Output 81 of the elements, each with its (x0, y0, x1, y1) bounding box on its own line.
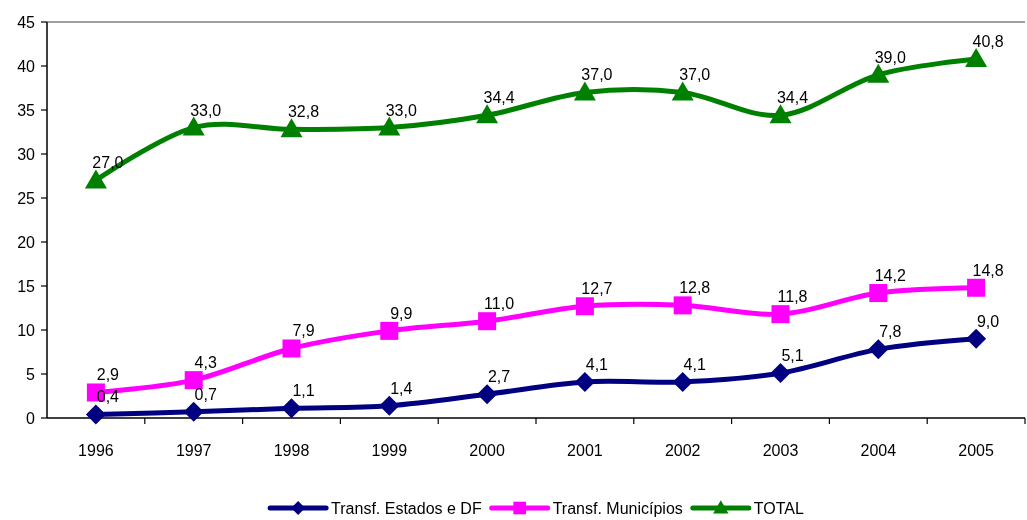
data-label: 5,1 (781, 347, 804, 365)
y-tick-label: 10 (17, 321, 36, 339)
legend-label: TOTAL (753, 499, 804, 517)
y-tick-label: 5 (26, 365, 36, 383)
data-label: 37,0 (581, 66, 613, 84)
data-label: 1,1 (292, 382, 315, 400)
data-label: 34,4 (776, 89, 809, 107)
point (281, 398, 302, 419)
data-label: 2,9 (96, 366, 120, 384)
y-tick-label: 20 (17, 233, 36, 251)
y-tick-label: 15 (17, 277, 36, 295)
data-label: 39,0 (874, 48, 906, 66)
point (184, 371, 203, 390)
y-tick-label: 35 (17, 101, 36, 119)
x-tick-label: 2001 (567, 441, 603, 459)
point (84, 169, 107, 189)
data-label: 33,0 (190, 101, 222, 119)
data-label: 32,8 (287, 103, 320, 121)
x-tick-label: 1997 (175, 441, 212, 459)
x-tick-label: 2004 (860, 441, 897, 459)
point (869, 284, 888, 303)
point (867, 63, 890, 83)
point (282, 339, 301, 358)
y-tick-label: 25 (17, 189, 36, 207)
legend-label: Transf. Estados e DF (331, 499, 482, 517)
x-tick-label: 2002 (664, 441, 701, 459)
point (477, 384, 498, 405)
point (85, 404, 106, 425)
point (183, 401, 204, 422)
point (868, 339, 889, 360)
point (771, 305, 790, 324)
point (478, 312, 497, 331)
x-tick-label: 1999 (371, 441, 408, 459)
point (476, 104, 499, 124)
point (575, 297, 594, 316)
data-label: 4,1 (683, 355, 706, 373)
data-label: 11,0 (484, 295, 515, 313)
point (769, 104, 792, 124)
data-label: 4,1 (585, 355, 609, 373)
data-label: 7,9 (292, 322, 315, 340)
data-label: 2,7 (487, 368, 511, 386)
data-label: 14,2 (874, 267, 906, 285)
data-label: 12,7 (581, 280, 613, 298)
data-label: 34,4 (483, 89, 515, 107)
x-tick-label: 2000 (469, 441, 505, 459)
x-tick-label: 2003 (762, 441, 799, 459)
data-label: 7,8 (879, 323, 902, 341)
point (672, 371, 693, 392)
point (966, 328, 987, 349)
data-label: 4,3 (194, 354, 217, 372)
point (574, 371, 595, 392)
x-tick-label: 1996 (78, 441, 114, 459)
data-label: 37,0 (679, 66, 711, 84)
data-label: 40,8 (972, 32, 1004, 50)
legend-label: Transf. Municípios (552, 499, 683, 517)
data-label: 0,7 (194, 385, 217, 403)
y-tick-label: 30 (17, 145, 36, 163)
point (380, 321, 399, 340)
point (280, 118, 303, 138)
point (965, 47, 988, 67)
point (378, 116, 401, 136)
data-label: 9,0 (976, 312, 1000, 330)
x-tick-label: 2005 (958, 441, 994, 459)
point (770, 363, 791, 384)
x-tick-label: 1998 (273, 441, 310, 459)
y-tick-label: 40 (17, 57, 36, 75)
y-tick-label: 45 (17, 13, 36, 31)
point (379, 395, 400, 416)
data-label: 14,8 (972, 261, 1004, 279)
point (182, 116, 205, 136)
point (573, 81, 596, 101)
point (671, 81, 694, 101)
data-label: 12,8 (679, 279, 711, 297)
data-label: 27,0 (92, 154, 124, 172)
data-label: 1,4 (390, 379, 413, 397)
point (967, 278, 986, 297)
data-label: 11,8 (777, 288, 808, 306)
data-label: 33,0 (385, 101, 417, 119)
y-tick-label: 0 (26, 409, 36, 427)
point (673, 296, 692, 315)
data-label: 9,9 (390, 304, 413, 322)
